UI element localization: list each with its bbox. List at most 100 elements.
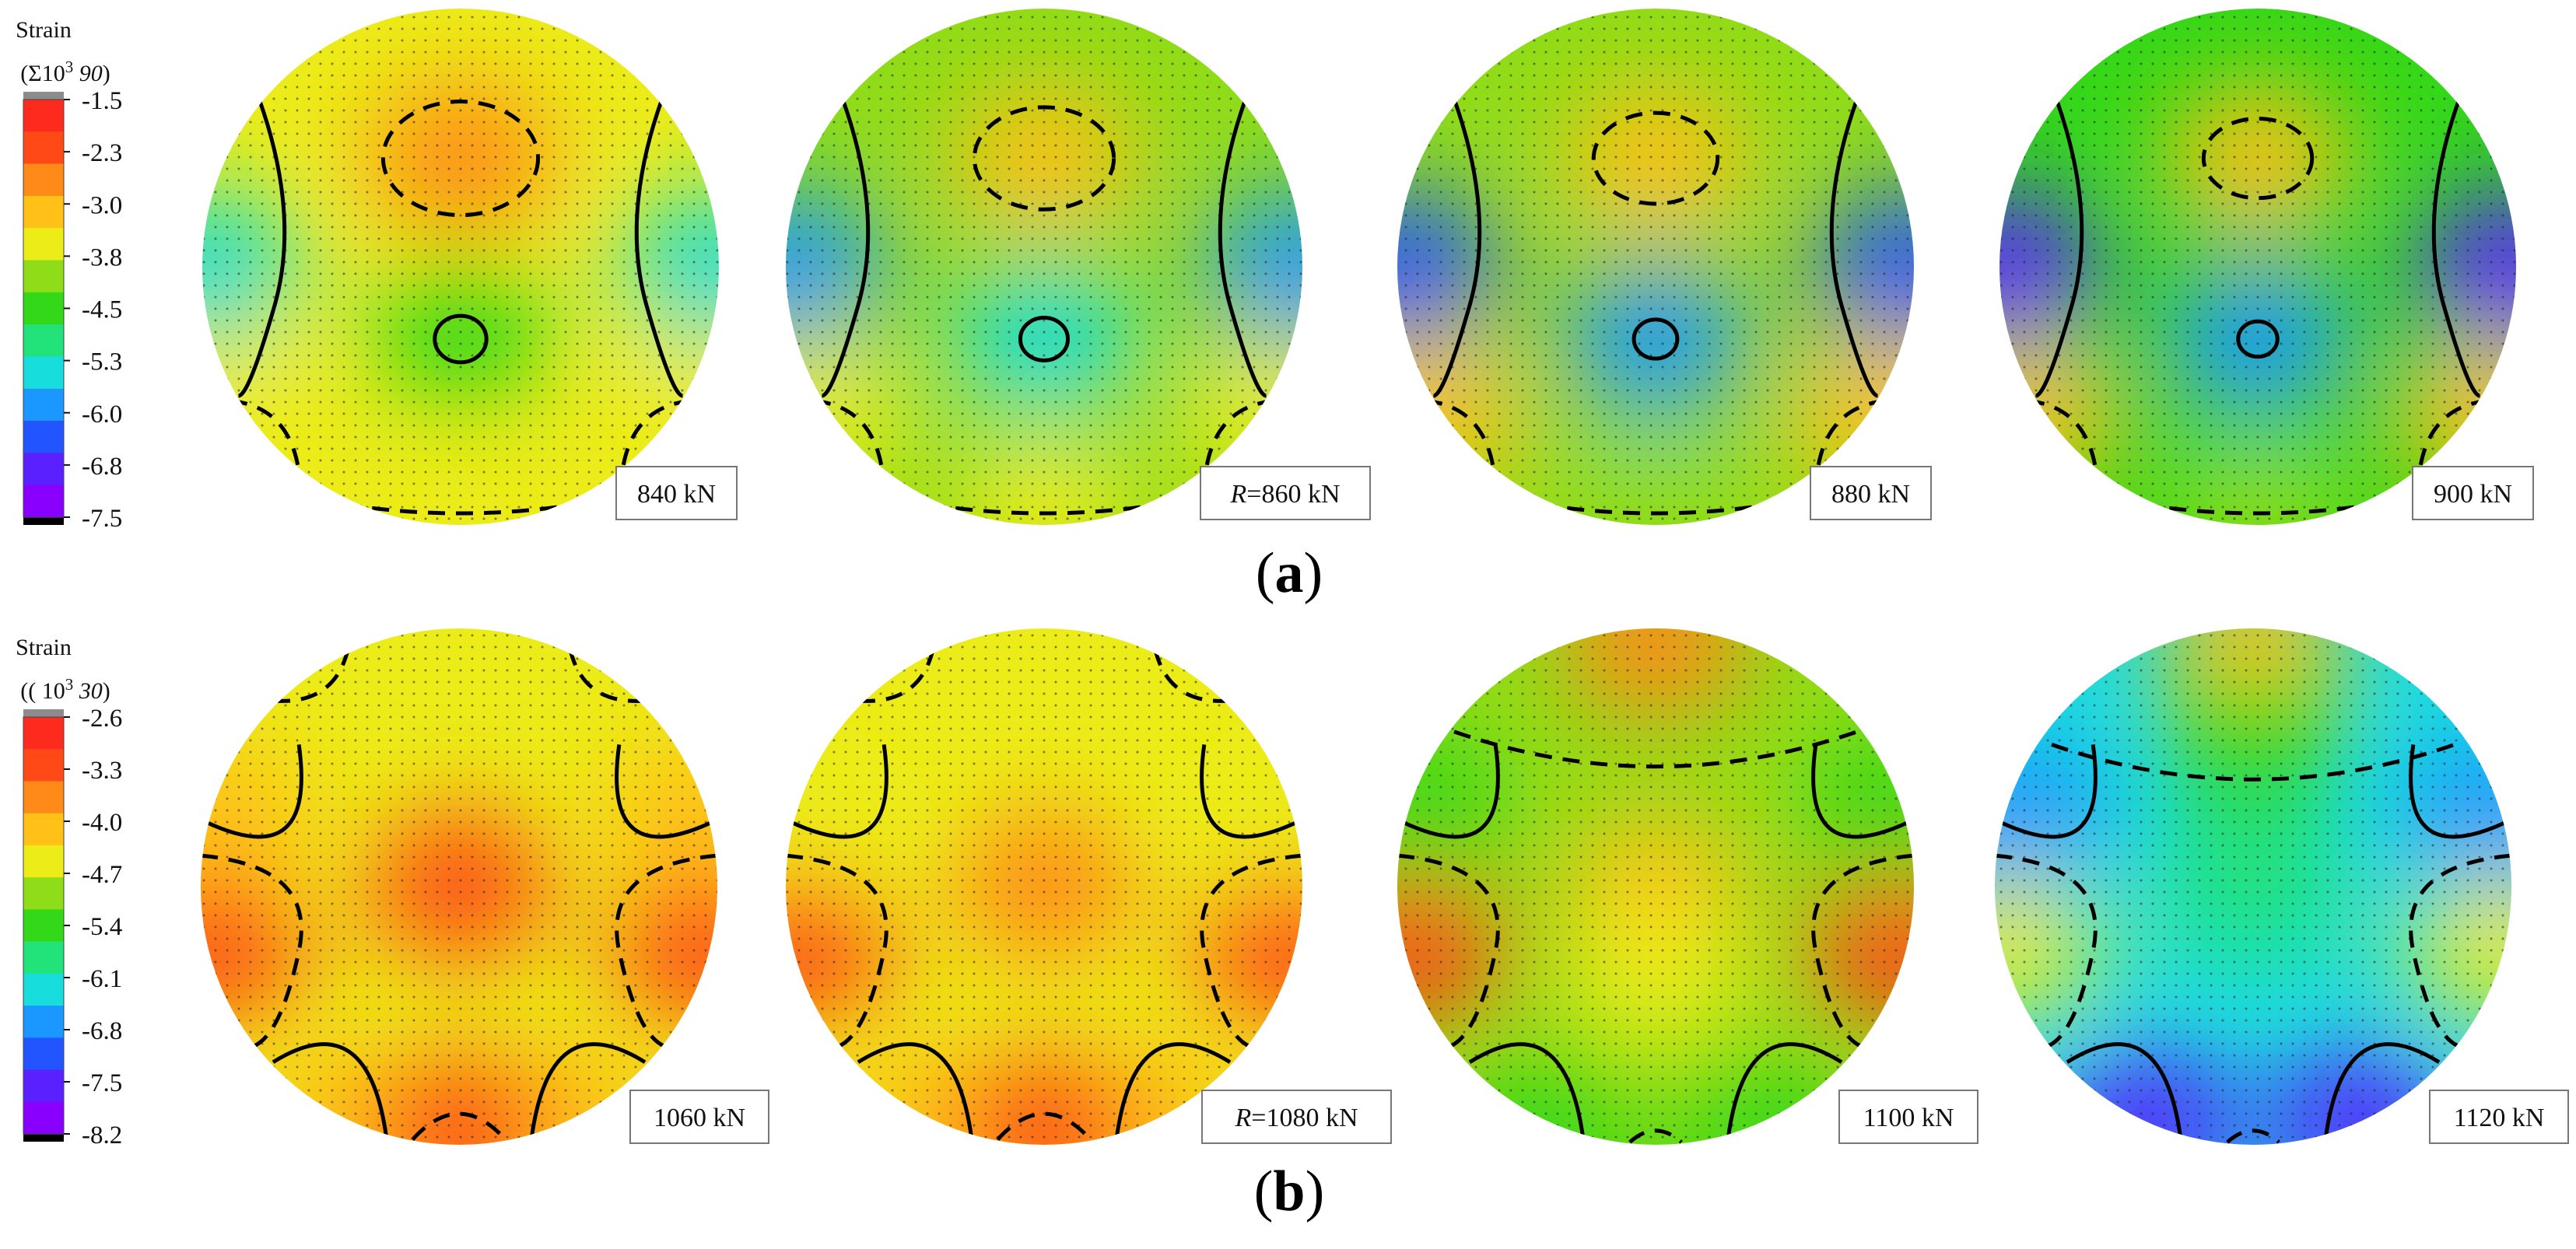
legend-color-band	[23, 292, 64, 325]
mesh-points	[201, 628, 717, 1145]
strain-map-a-2: R=860 kN	[786, 9, 1371, 525]
legend-color-band	[23, 421, 64, 454]
contour-line-dashed	[1811, 853, 1914, 1049]
contour-line-solid	[821, 98, 871, 398]
contour-line-solid	[1631, 317, 1680, 361]
contour-line-solid	[2431, 98, 2481, 398]
load-label: 900 kN	[2434, 480, 2512, 509]
load-label-box	[1838, 1090, 1978, 1144]
legend-under-cap	[23, 1134, 64, 1142]
contour-line-solid	[1200, 744, 1299, 839]
contour-line-dashed	[2141, 502, 2374, 516]
contour-line-solid	[1829, 98, 1879, 398]
panel-b-letter: b	[1273, 1160, 1306, 1223]
strain-map-b-3: 1100 kN	[1397, 628, 1978, 1145]
legend-color-band	[23, 973, 64, 1006]
legend-color-band	[23, 1006, 64, 1039]
load-label-box	[629, 1090, 769, 1144]
load-label-value: 880 kN	[1831, 480, 1910, 509]
legend-title: Strain	[16, 635, 72, 660]
legend-tick-label: -2.3	[82, 139, 122, 167]
legend-color-band	[23, 260, 64, 293]
legend-color-band	[23, 100, 64, 133]
contour-line-dashed	[2051, 743, 2455, 782]
contour-line-dashed	[380, 100, 541, 218]
mesh-points	[1995, 628, 2511, 1145]
load-label: 840 kN	[637, 480, 716, 509]
strain-map-a-4: 900 kN	[1999, 9, 2534, 525]
contour-line-solid	[205, 744, 303, 839]
legend-tick-label: -2.6	[82, 705, 122, 733]
contour-line-dashed	[2409, 853, 2511, 1049]
contour-line-solid	[615, 744, 713, 839]
mesh-points	[1397, 9, 1914, 525]
load-label-value: 840 kN	[637, 480, 716, 509]
load-label-value: =1080 kN	[1251, 1104, 1358, 1132]
contour-line-dashed	[1397, 853, 1500, 1049]
load-label-value: =860 kN	[1246, 480, 1340, 509]
legend-color-band	[23, 163, 64, 197]
contour-line-dashed	[1539, 502, 1772, 516]
strain-map-a-1: 840 kN	[202, 9, 738, 525]
legend-tick-label: -4.5	[82, 296, 122, 324]
contour-line-solid	[1468, 1042, 1586, 1140]
load-label: 880 kN	[1831, 480, 1910, 509]
contour-line-dashed	[1995, 853, 2098, 1049]
contour-line-solid	[634, 98, 684, 398]
contour-line-dashed	[615, 853, 717, 1049]
contour-line-solid	[2409, 744, 2508, 839]
contour-line-solid	[1114, 1042, 1232, 1140]
contour-line-dashed	[344, 502, 577, 516]
load-label-symbol: R	[1229, 480, 1246, 509]
legend-tick-label: -3.0	[82, 191, 122, 219]
legend-color-band	[23, 356, 64, 390]
contour-line-solid	[1811, 744, 1910, 839]
contour-line-dashed	[996, 1111, 1092, 1142]
strain-map-b-2: R=1080 kN	[786, 628, 1392, 1145]
legend-color-band	[23, 781, 64, 814]
contour-line-solid	[1726, 1042, 1843, 1140]
contour-line-dashed	[1628, 1128, 1683, 1144]
legend-unit: (Σ103 90)	[20, 58, 110, 86]
mesh-points	[786, 628, 1302, 1145]
load-label-value: 1060 kN	[654, 1104, 745, 1132]
contour-line-solid	[1401, 744, 1500, 839]
legend-color-band	[23, 1037, 64, 1071]
legend-unit-italic: 90	[73, 61, 103, 86]
load-label: R=860 kN	[1229, 480, 1340, 509]
legend-tick-label: -7.5	[82, 505, 122, 533]
legend-color-band	[23, 388, 64, 422]
contour-line-solid	[2236, 319, 2280, 359]
contour-line-solid	[1999, 744, 2098, 839]
legend-tick-label: -5.4	[82, 913, 122, 941]
legend-color-band	[23, 909, 64, 943]
load-label: R=1080 kN	[1234, 1104, 1358, 1132]
contour-line-solid	[857, 1042, 974, 1140]
contour-line-solid	[1218, 98, 1267, 398]
legend-tick-label: -6.0	[82, 401, 122, 429]
strain-map-b-4: 1120 kN	[1995, 628, 2569, 1145]
legend-tick-label: -4.0	[82, 809, 122, 837]
contour-line-solid	[529, 1042, 647, 1140]
legend-tick-label: -6.1	[82, 965, 122, 993]
contour-line-dashed	[1200, 853, 1302, 1049]
legend-unit-close: )	[103, 678, 110, 704]
legend-color-band	[23, 845, 64, 878]
panel-a-letter: a	[1274, 541, 1304, 605]
contour-line-dashed	[411, 1111, 507, 1142]
legend-unit-italic: 30	[73, 678, 103, 704]
legend-unit-open: (Σ10	[20, 61, 65, 86]
legend-color-band	[23, 717, 64, 750]
legend-color-band	[23, 324, 64, 358]
legend-over-cap	[23, 709, 64, 717]
legend-under-cap	[23, 517, 64, 525]
contour-line-solid	[1018, 315, 1071, 362]
load-label: 1120 kN	[2454, 1104, 2545, 1132]
contour-line-dashed	[2201, 116, 2315, 201]
load-label-box	[2429, 1090, 2569, 1144]
contour-line-solid	[790, 744, 888, 839]
legend-unit: (( 103 30)	[20, 675, 110, 704]
legend-tick-label: -3.8	[82, 243, 122, 271]
